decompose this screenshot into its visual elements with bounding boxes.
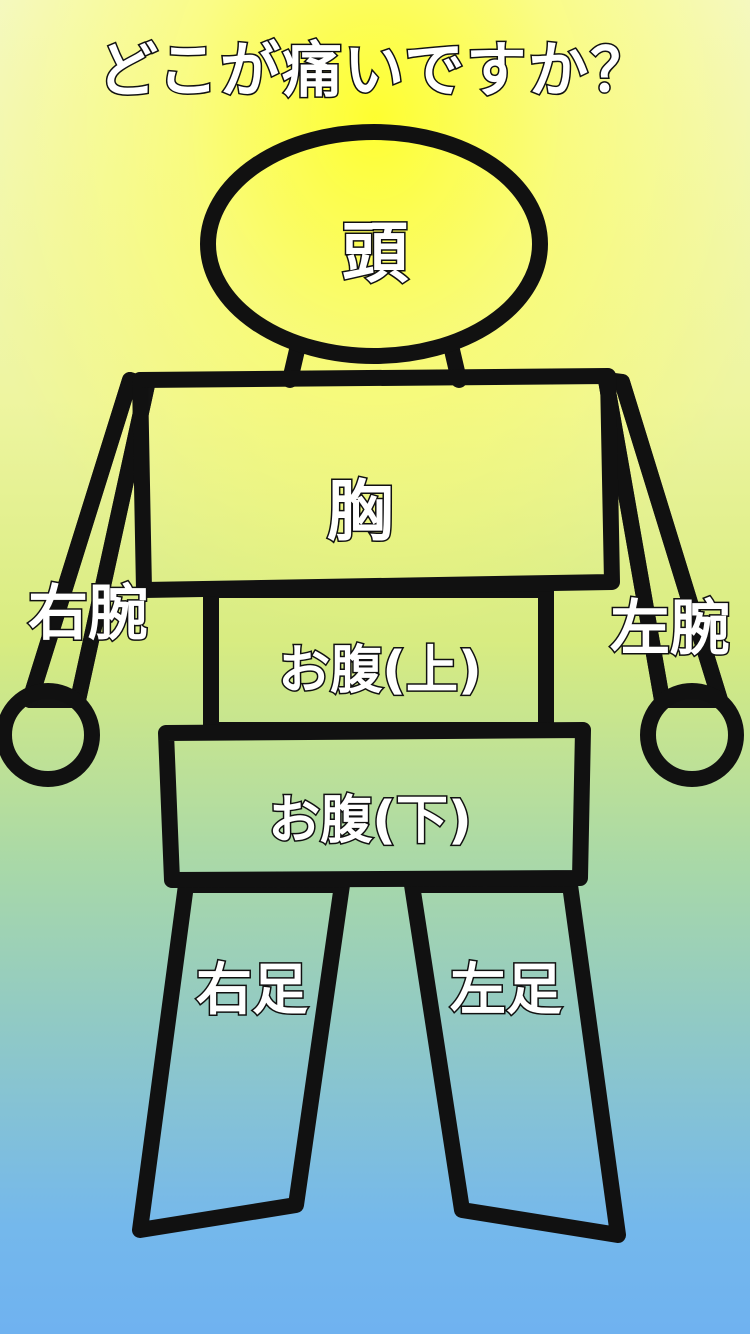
left-arm[interactable] <box>598 372 744 787</box>
right-hand[interactable] <box>0 683 100 787</box>
upper-abdomen[interactable] <box>203 582 554 738</box>
chest[interactable] <box>132 368 620 598</box>
right-leg[interactable] <box>132 877 350 1238</box>
lower-abdomen[interactable] <box>158 722 591 888</box>
page-title: どこが痛いですか？ <box>96 35 653 108</box>
left-hand[interactable] <box>640 683 744 787</box>
right-arm[interactable] <box>0 372 155 787</box>
left-leg[interactable] <box>404 877 626 1243</box>
head[interactable] <box>200 124 548 364</box>
